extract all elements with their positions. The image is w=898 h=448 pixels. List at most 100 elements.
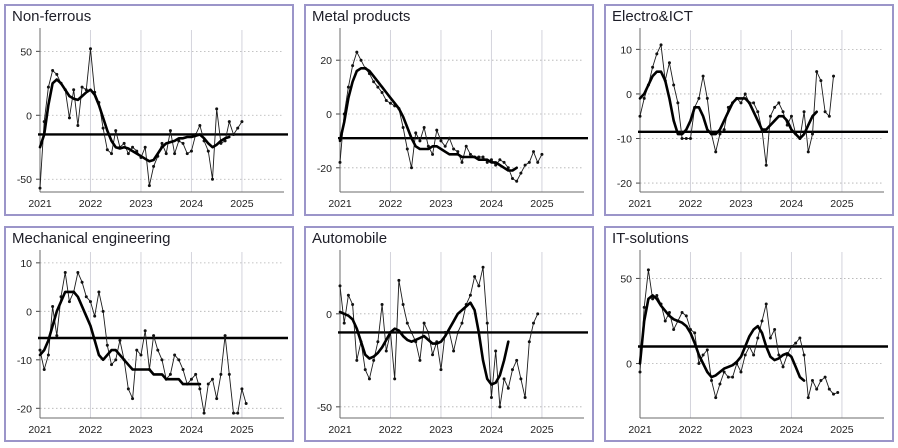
data-point-monthly [173,152,177,156]
data-point-monthly [506,386,510,390]
data-point-monthly [726,375,730,379]
data-point-monthly [810,132,814,136]
data-point-monthly [118,338,122,342]
y-tick-label: 50 [620,273,632,285]
data-point-monthly [701,353,705,357]
data-point-monthly [76,124,80,128]
data-point-monthly [667,61,671,65]
data-point-monthly [773,105,777,109]
data-point-monthly [527,340,531,344]
data-point-monthly [760,319,764,323]
data-point-monthly [655,293,659,297]
data-point-monthly [536,312,540,316]
data-point-monthly [819,379,823,383]
data-point-monthly [177,358,181,362]
x-tick-label: 2021 [628,198,652,210]
data-point-monthly [473,275,477,279]
data-point-monthly [51,69,55,73]
data-point-monthly [215,107,219,111]
x-tick-label: 2024 [780,198,804,210]
x-tick-label: 2023 [129,198,153,210]
data-point-monthly [460,160,464,164]
data-point-monthly [114,129,118,133]
series-line-monthly [339,267,539,407]
chart-panel-automobile: Automobile 2021 2022 2023 2024 2025 0 -50 [304,226,594,442]
x-tick-label: 2022 [679,198,703,210]
chart-title: Metal products [312,8,411,25]
data-point-monthly [651,297,655,301]
data-point-monthly [114,358,118,362]
data-point-monthly [426,330,430,334]
data-point-monthly [464,144,468,148]
data-point-monthly [798,336,802,340]
x-tick-label: 2025 [230,424,254,436]
data-point-monthly [240,387,244,391]
data-point-monthly [832,392,836,396]
data-point-monthly [372,80,376,84]
data-point-monthly [498,158,502,162]
data-point-monthly [139,353,143,357]
data-point-monthly [393,377,397,381]
x-tick-label: 2021 [28,198,52,210]
data-point-monthly [823,110,827,114]
data-point-monthly [156,348,160,352]
y-tick-label: -20 [617,178,632,190]
chart-title: Electro&ICT [612,8,693,25]
data-point-monthly [206,149,210,153]
data-point-monthly [693,331,697,335]
series-line-trend [638,294,806,382]
data-point-monthly [88,300,92,304]
data-point-monthly [718,132,722,136]
x-tick-label: 2022 [379,424,403,436]
chart-panel-metal-products: Metal products 2021 2022 2023 2024 2025 20 0 -2… [304,4,594,216]
data-point-monthly [460,321,464,325]
data-point-monthly [72,88,76,92]
data-point-monthly [523,163,527,167]
data-point-monthly [84,295,88,299]
data-point-monthly [431,353,435,357]
data-point-monthly [752,101,756,105]
data-point-monthly [697,96,701,100]
x-tick-label: 2024 [480,198,504,210]
data-point-monthly [439,139,443,143]
data-point-monthly [532,150,536,154]
data-point-monthly [164,152,168,156]
data-point-monthly [101,309,105,313]
data-point-monthly [105,343,109,347]
y-tick-label: 20 [320,55,332,67]
data-point-monthly [198,124,202,128]
data-point-monthly [160,141,164,145]
data-point-monthly [443,144,447,148]
data-point-monthly [418,358,422,362]
data-point-monthly [722,370,726,374]
data-point-monthly [705,96,709,100]
data-point-monthly [80,85,84,89]
data-point-monthly [659,43,663,47]
data-point-monthly [773,327,777,331]
data-point-monthly [63,271,67,275]
data-point-monthly [684,137,688,141]
data-point-monthly [743,92,747,96]
data-point-monthly [88,47,92,51]
data-point-monthly [722,128,726,132]
data-point-monthly [468,152,472,156]
data-point-monthly [468,293,472,297]
data-point-monthly [646,268,650,272]
x-tick-label: 2024 [180,424,204,436]
y-tick-label: 10 [20,258,32,270]
data-point-monthly [422,321,426,325]
data-point-monthly [346,293,350,297]
data-point-monthly [55,72,59,76]
data-point-monthly [46,353,50,357]
y-tick-label: 10 [620,44,632,56]
data-point-monthly [367,377,371,381]
data-point-monthly [51,304,55,308]
series-line-trend [338,66,518,172]
data-point-monthly [143,145,147,149]
data-point-monthly [189,149,193,153]
series-line-trend [638,70,818,140]
data-point-monthly [680,310,684,314]
x-tick-label: 2024 [480,424,504,436]
y-tick-label: 0 [626,89,632,101]
data-point-monthly [764,163,768,167]
